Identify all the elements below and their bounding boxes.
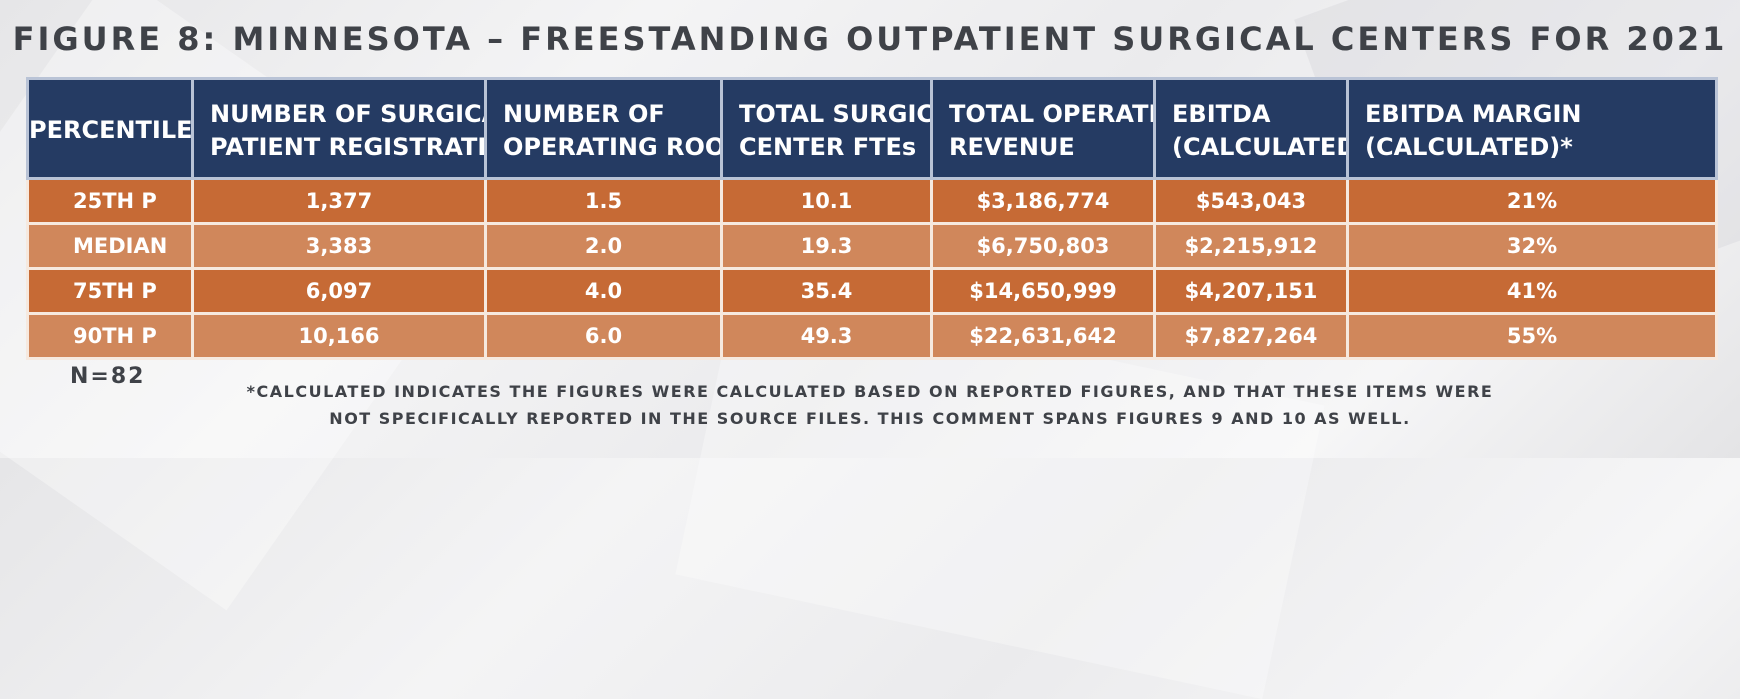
cell-registrations: 10,166 [191, 312, 487, 360]
table-row-90th: 90TH P 10,166 6.0 49.3 $22,631,642 $7,82… [26, 312, 1718, 360]
cell-percentile: MEDIAN [26, 222, 194, 270]
cell-ftes: 19.3 [720, 222, 933, 270]
header-ebitda-margin: EBITDA MARGIN (CALCULATED)* [1346, 77, 1718, 180]
table-row-median: MEDIAN 3,383 2.0 19.3 $6,750,803 $2,215,… [26, 222, 1718, 270]
cell-ebitda-margin: 41% [1346, 267, 1718, 315]
cell-ftes: 35.4 [720, 267, 933, 315]
cell-ftes: 49.3 [720, 312, 933, 360]
cell-ebitda-margin: 32% [1346, 222, 1718, 270]
header-percentile: PERCENTILE [26, 77, 194, 180]
cell-registrations: 1,377 [191, 177, 487, 225]
cell-ebitda: $543,043 [1153, 177, 1349, 225]
cell-ebitda-margin: 55% [1346, 312, 1718, 360]
cell-operating-rooms: 1.5 [484, 177, 723, 225]
data-table-container: PERCENTILE NUMBER OF SURGICAL PATIENT RE… [26, 77, 1718, 360]
cell-revenue: $22,631,642 [930, 312, 1156, 360]
data-table: PERCENTILE NUMBER OF SURGICAL PATIENT RE… [26, 77, 1718, 360]
header-line-2: OPERATING ROOMS [503, 132, 719, 161]
table-row-75th: 75TH P 6,097 4.0 35.4 $14,650,999 $4,207… [26, 267, 1718, 315]
cell-percentile: 75TH P [26, 267, 194, 315]
cell-revenue: $6,750,803 [930, 222, 1156, 270]
header-line-1: TOTAL OPERATING [949, 99, 1152, 128]
cell-operating-rooms: 6.0 [484, 312, 723, 360]
header-line-1: NUMBER OF SURGICAL [210, 99, 486, 128]
footnote-line-1: *CALCULATED INDICATES THE FIGURES WERE C… [246, 382, 1494, 401]
header-ebitda: EBITDA (CALCULATED)* [1153, 77, 1349, 180]
header-row: PERCENTILE NUMBER OF SURGICAL PATIENT RE… [26, 77, 1718, 180]
header-ftes: TOTAL SURGICAL CENTER FTEs [720, 77, 933, 180]
header-percentile-label: PERCENTILE [29, 116, 193, 144]
cell-operating-rooms: 4.0 [484, 267, 723, 315]
cell-revenue: $14,650,999 [930, 267, 1156, 315]
sample-size-label: N=82 [70, 364, 146, 389]
header-operating-rooms: NUMBER OF OPERATING ROOMS [484, 77, 723, 180]
cell-revenue: $3,186,774 [930, 177, 1156, 225]
cell-ftes: 10.1 [720, 177, 933, 225]
cell-ebitda-margin: 21% [1346, 177, 1718, 225]
figure-title: FIGURE 8: MINNESOTA – FREESTANDING OUTPA… [12, 20, 1728, 58]
cell-operating-rooms: 2.0 [484, 222, 723, 270]
header-line-1: EBITDA [1172, 99, 1271, 128]
cell-ebitda: $7,827,264 [1153, 312, 1349, 360]
cell-percentile: 90TH P [26, 312, 194, 360]
cell-registrations: 6,097 [191, 267, 487, 315]
header-line-2: (CALCULATED)* [1172, 132, 1345, 161]
header-line-1: EBITDA MARGIN [1365, 99, 1582, 128]
header-revenue: TOTAL OPERATING REVENUE [930, 77, 1156, 180]
header-registrations: NUMBER OF SURGICAL PATIENT REGISTRATIONS [191, 77, 487, 180]
footnote-line-2: NOT SPECIFICALLY REPORTED IN THE SOURCE … [329, 409, 1411, 428]
header-line-2: CENTER FTEs [739, 132, 917, 161]
table-row-25th: 25TH P 1,377 1.5 10.1 $3,186,774 $543,04… [26, 177, 1718, 225]
footnote: *CALCULATED INDICATES THE FIGURES WERE C… [0, 378, 1740, 432]
header-line-2: (CALCULATED)* [1365, 132, 1573, 161]
cell-registrations: 3,383 [191, 222, 487, 270]
header-line-2: REVENUE [949, 132, 1075, 161]
cell-ebitda: $2,215,912 [1153, 222, 1349, 270]
header-line-1: TOTAL SURGICAL [739, 99, 932, 128]
header-line-2: PATIENT REGISTRATIONS [210, 132, 486, 161]
cell-ebitda: $4,207,151 [1153, 267, 1349, 315]
cell-percentile: 25TH P [26, 177, 194, 225]
header-line-1: NUMBER OF [503, 99, 665, 128]
